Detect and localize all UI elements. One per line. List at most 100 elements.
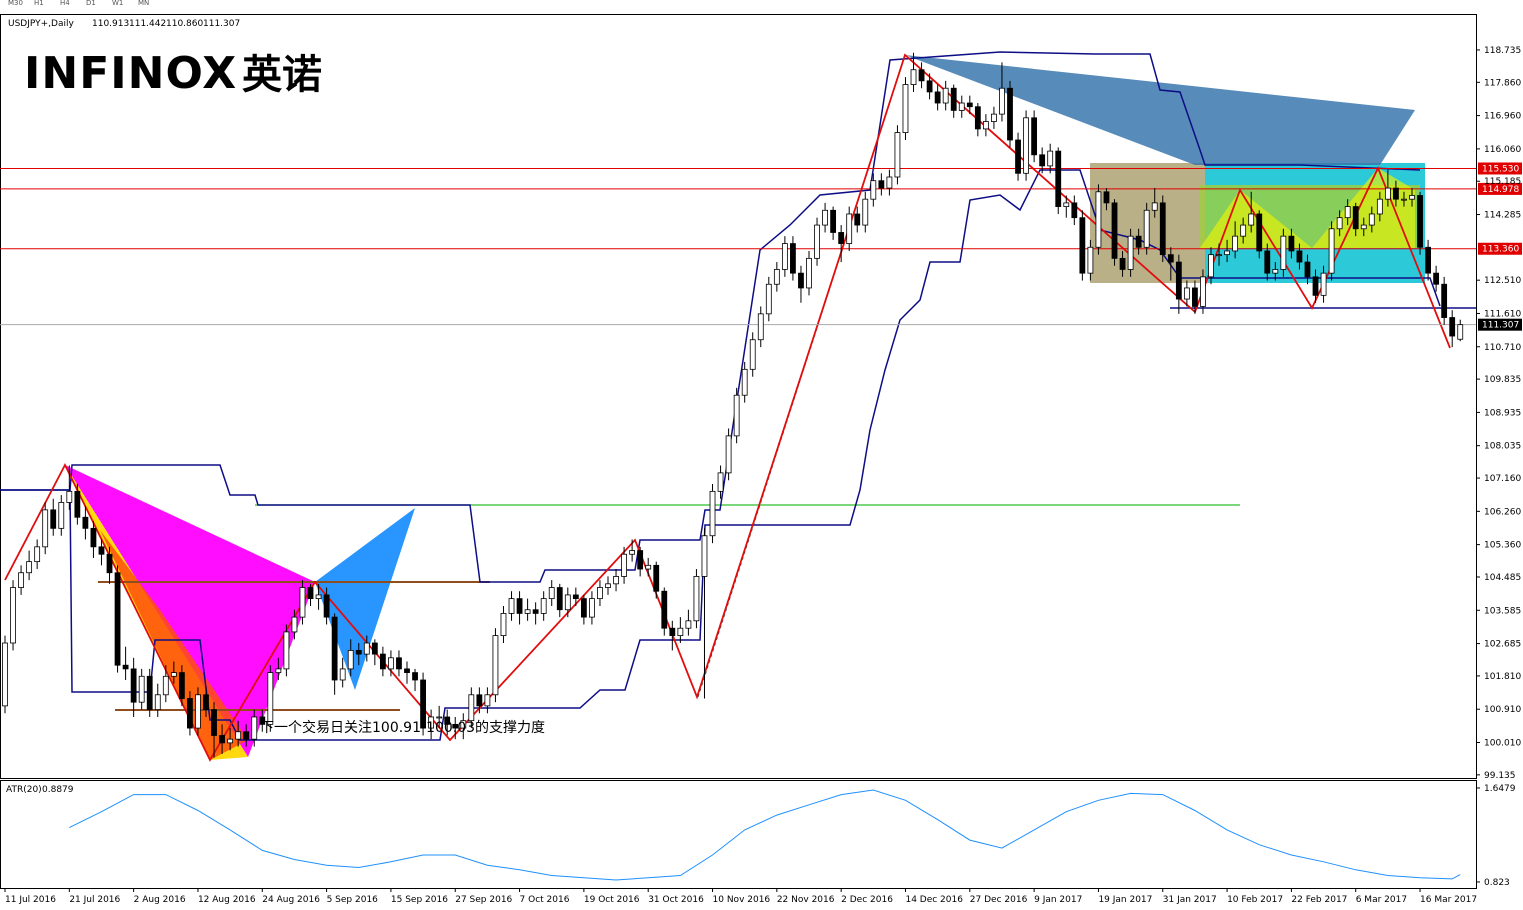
atr: 1.6479 0.823 ATR(20) 0.8879 <box>6 784 1516 888</box>
candle-body <box>524 609 531 614</box>
candle-body <box>701 535 708 577</box>
timeframe-button[interactable]: D1 <box>86 0 96 7</box>
candle-body <box>34 546 41 563</box>
x-tick-label: 24 Aug 2016 <box>262 895 320 905</box>
candle-body <box>709 490 716 537</box>
candle-body <box>484 694 491 707</box>
candle-body <box>323 594 330 618</box>
candle-body <box>363 642 370 655</box>
level-label-box <box>1478 182 1522 195</box>
pattern <box>100 530 248 760</box>
y-tick-label: 116.960 <box>1484 112 1521 122</box>
candle-body <box>781 243 788 270</box>
y-tick-label: 104.485 <box>1484 573 1521 583</box>
candle-body <box>1232 235 1239 252</box>
candle-body <box>275 668 282 673</box>
candle-body <box>291 616 298 633</box>
candle-body <box>492 635 499 696</box>
candle-body <box>918 69 925 82</box>
candle-body <box>1401 198 1407 201</box>
candle-body <box>1192 287 1198 307</box>
candle-body <box>468 694 475 722</box>
x-tick-label: 15 Sep 2016 <box>391 895 448 905</box>
x-tick-label: 2 Dec 2016 <box>841 895 893 905</box>
candle-body <box>1296 250 1303 263</box>
candle-body <box>798 272 804 289</box>
atr-name: ATR(20) <box>6 785 42 795</box>
candle-body <box>1409 195 1415 200</box>
candle-body <box>404 668 410 673</box>
logo-cn: 英诺 <box>242 52 322 98</box>
candle-body <box>1328 228 1335 274</box>
pattern <box>905 55 1415 165</box>
toolbar: M30 H1 H4 D1 W1 MN <box>8 0 149 7</box>
candle-body <box>765 283 772 315</box>
x-tick-label: 31 Oct 2016 <box>648 895 704 905</box>
y-tick-label: 112.510 <box>1484 276 1521 286</box>
candle-body <box>243 731 250 740</box>
candle-body <box>1103 191 1110 204</box>
y-tick-label: 111.610 <box>1484 309 1521 319</box>
candle-body <box>460 720 467 729</box>
y-tick-label: 109.835 <box>1484 375 1521 385</box>
candle-body <box>1264 250 1271 274</box>
candle-body <box>597 587 603 600</box>
candle-body <box>902 84 909 134</box>
candle-body <box>773 269 780 285</box>
timeframe-button[interactable]: M30 <box>8 0 23 7</box>
candle-body <box>1272 269 1279 274</box>
candle-body <box>548 587 555 600</box>
candle-body <box>629 550 636 555</box>
candle-body <box>749 339 756 370</box>
candle-body <box>974 106 981 130</box>
pattern-overlays <box>0 51 1476 762</box>
timeframe-button[interactable]: W1 <box>112 0 123 7</box>
timeframe-button[interactable]: MN <box>138 0 149 7</box>
candle-body <box>1151 202 1158 211</box>
y-tick-label: 108.935 <box>1484 408 1521 418</box>
candle-body <box>1079 217 1086 274</box>
logo: INFINOX <box>24 48 237 99</box>
candle-body <box>259 716 266 725</box>
candle-body <box>1087 246 1094 274</box>
zigzag <box>4 53 1451 762</box>
candle-body <box>347 650 354 670</box>
candle-body <box>18 572 24 588</box>
y-tick-label: 99.135 <box>1484 771 1516 781</box>
candle-body <box>580 598 587 618</box>
y-tick-label: 102.685 <box>1484 640 1521 650</box>
candle-body <box>1167 254 1174 263</box>
candle-body <box>693 576 700 622</box>
candle-body <box>814 224 820 259</box>
candle-body <box>388 657 394 670</box>
candle-body <box>991 113 997 122</box>
candle-body <box>315 594 322 600</box>
x-tick-label: 14 Dec 2016 <box>905 895 963 905</box>
candle-body <box>452 723 459 729</box>
candle-body <box>1119 257 1126 270</box>
candle-body <box>122 664 129 670</box>
candle-body <box>540 598 547 614</box>
x-tick-label: 16 Mar 2017 <box>1420 895 1477 905</box>
candle-body <box>299 587 306 618</box>
atr-line <box>69 789 1461 881</box>
candle-body <box>114 572 121 666</box>
candle-body <box>428 716 435 729</box>
candle-body <box>685 620 692 629</box>
candle-body <box>870 180 877 200</box>
candle-body <box>1127 235 1134 270</box>
atr-tick-label: 0.823 <box>1484 878 1510 888</box>
candle-body <box>371 642 378 655</box>
candle-body <box>1376 198 1383 215</box>
candle-body <box>1320 272 1327 296</box>
candle-body <box>516 598 523 614</box>
candle-body <box>1336 217 1343 230</box>
annotation: 下一个交易日关注100.91-100.03的支撑力度 <box>260 719 545 736</box>
timeframe-button[interactable]: H4 <box>60 0 70 7</box>
y-tick-label: 103.585 <box>1484 606 1521 616</box>
candle-body <box>379 653 386 670</box>
candle-body <box>741 368 748 396</box>
candle-body <box>1417 195 1423 248</box>
timeframe-button[interactable]: H1 <box>34 0 44 7</box>
